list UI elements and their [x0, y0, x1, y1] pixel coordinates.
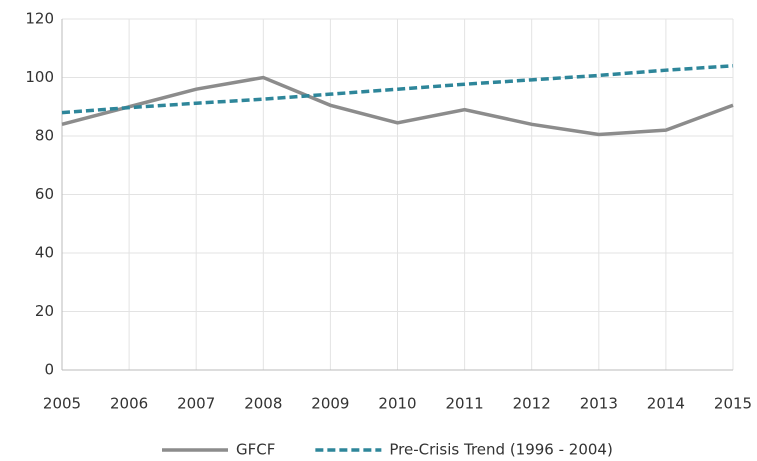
legend-label: GFCF [236, 441, 275, 459]
y-tick-label: 100 [25, 68, 54, 86]
y-tick-label: 60 [35, 185, 54, 203]
x-tick-label: 2012 [513, 395, 551, 413]
x-tick-label: 2009 [311, 395, 349, 413]
y-tick-label: 80 [35, 127, 54, 145]
x-tick-label: 2014 [647, 395, 685, 413]
x-tick-label: 2010 [378, 395, 416, 413]
y-tick-label: 120 [25, 10, 54, 28]
x-tick-label: 2005 [43, 395, 81, 413]
x-tick-label: 2007 [177, 395, 215, 413]
y-tick-label: 20 [35, 302, 54, 320]
x-tick-label: 2011 [446, 395, 484, 413]
y-tick-label: 40 [35, 244, 54, 262]
x-tick-label: 2008 [244, 395, 282, 413]
x-tick-label: 2013 [580, 395, 618, 413]
legend-label: Pre-Crisis Trend (1996 - 2004) [389, 441, 612, 459]
x-tick-label: 2006 [110, 395, 148, 413]
x-tick-label: 2015 [714, 395, 752, 413]
y-tick-label: 0 [44, 361, 54, 379]
series-line [61, 64, 734, 115]
series-line [61, 75, 734, 137]
